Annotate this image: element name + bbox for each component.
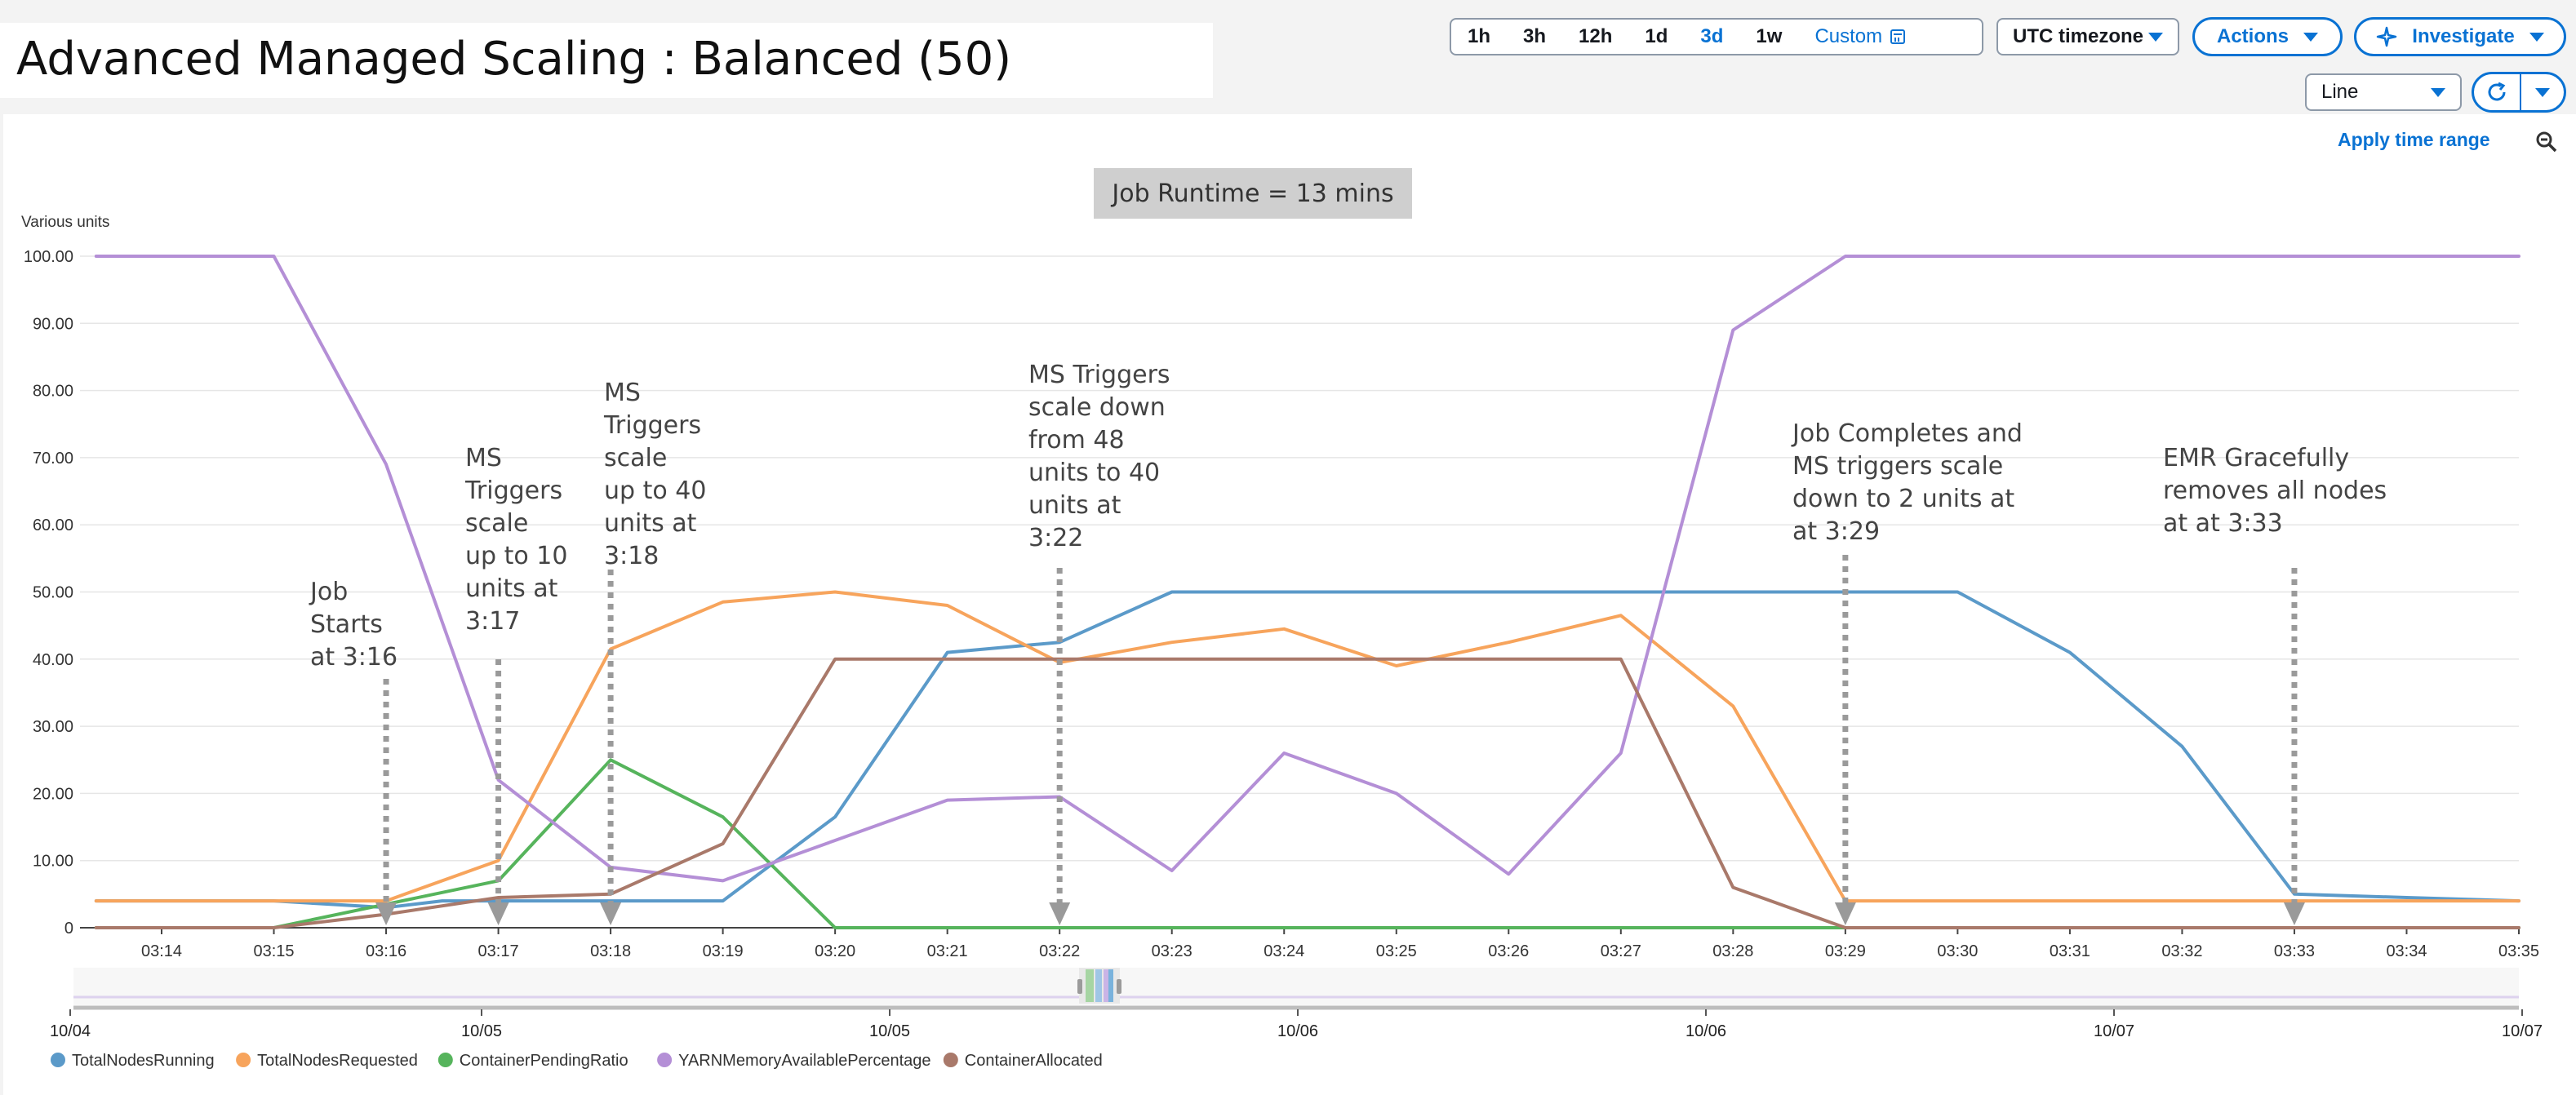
annotation-line: MS Triggers xyxy=(1028,361,1170,389)
zoom-out-icon[interactable] xyxy=(2535,131,2558,153)
timezone-label: UTC timezone xyxy=(2013,25,2144,47)
refresh-button[interactable] xyxy=(2474,74,2521,110)
annotation-line: at 3:29 xyxy=(1792,517,1881,546)
annotation-line: scale xyxy=(465,509,529,538)
annotation-line: 3:22 xyxy=(1028,524,1084,552)
annotation-emr-removes: EMR Gracefully removes all nodes at at 3… xyxy=(2163,442,2387,540)
annotation-line: MS xyxy=(604,379,641,407)
refresh-control xyxy=(2472,72,2566,113)
time-range-selector: 1h 3h 12h 1d 3d 1w Custom xyxy=(1450,18,1983,55)
chart-type-label: Line xyxy=(2321,81,2359,103)
annotation-line: at at 3:33 xyxy=(2163,509,2283,538)
range-12h-button[interactable]: 12h xyxy=(1579,25,1613,47)
range-1w-button[interactable]: 1w xyxy=(1756,25,1783,47)
job-runtime-label: Job Runtime = 13 mins xyxy=(1094,168,1412,219)
refresh-options-button[interactable] xyxy=(2521,87,2564,97)
annotation-line: up to 40 xyxy=(604,477,707,505)
annotation-line: MS triggers scale xyxy=(1792,452,2004,481)
annotation-line: from 48 xyxy=(1028,426,1125,454)
annotation-line: scale xyxy=(604,444,668,472)
annotation-line: units to 40 xyxy=(1028,459,1161,487)
chevron-down-icon xyxy=(2148,32,2163,42)
investigate-label: Investigate xyxy=(2412,25,2515,47)
annotation-line: units at xyxy=(1028,491,1121,520)
custom-range-label: Custom xyxy=(1814,25,1883,47)
annotation-line: at 3:16 xyxy=(310,643,398,672)
chevron-down-icon xyxy=(2529,32,2544,42)
annotation-line: Triggers xyxy=(604,411,702,440)
annotation-line: down to 2 units at xyxy=(1792,485,2015,513)
annotation-scale-down-48: MS Triggers scale down from 48 units to … xyxy=(1028,359,1170,555)
annotation-job-completes: Job Completes and MS triggers scale down… xyxy=(1792,418,2023,548)
range-3h-button[interactable]: 3h xyxy=(1523,25,1547,47)
annotation-line: EMR Gracefully xyxy=(2163,444,2350,472)
annotation-line: 3:18 xyxy=(604,542,660,570)
annotation-line: units at xyxy=(604,509,697,538)
actions-button[interactable]: Actions xyxy=(2192,17,2343,56)
chevron-down-icon xyxy=(2431,87,2445,97)
actions-label: Actions xyxy=(2216,25,2289,47)
chart-type-select[interactable]: Line xyxy=(2305,73,2462,111)
annotation-line: Job Completes and xyxy=(1792,419,2023,448)
calendar-icon xyxy=(1890,29,1906,44)
title-background xyxy=(0,23,1213,98)
range-1h-button[interactable]: 1h xyxy=(1468,25,1491,47)
annotation-line: up to 10 xyxy=(465,542,568,570)
apply-time-range-link[interactable]: Apply time range xyxy=(2338,129,2490,150)
annotation-line: units at xyxy=(465,574,558,603)
annotation-line: removes all nodes xyxy=(2163,477,2387,505)
annotation-line: 3:17 xyxy=(465,607,521,636)
annotation-scale-up-40: MS Triggers scale up to 40 units at 3:18 xyxy=(604,377,706,573)
annotation-line: Job xyxy=(310,578,349,606)
timezone-select[interactable]: UTC timezone xyxy=(1996,18,2179,55)
annotation-line: MS xyxy=(465,444,502,472)
range-1d-button[interactable]: 1d xyxy=(1645,25,1668,47)
range-3d-button[interactable]: 3d xyxy=(1700,25,1724,47)
refresh-icon xyxy=(2488,82,2506,101)
annotation-line: Triggers xyxy=(465,477,563,505)
annotation-scale-up-10: MS Triggers scale up to 10 units at 3:17 xyxy=(465,442,567,638)
sparkle-icon xyxy=(2377,26,2397,47)
chevron-down-icon xyxy=(2303,32,2318,42)
chevron-down-icon xyxy=(2535,87,2550,97)
annotation-line: scale down xyxy=(1028,393,1166,422)
page-title: Advanced Managed Scaling : Balanced (50) xyxy=(16,33,1012,86)
annotation-job-starts: Job Starts at 3:16 xyxy=(310,576,398,674)
custom-range-button[interactable]: Custom xyxy=(1798,20,1921,54)
annotation-line: Starts xyxy=(310,610,383,639)
investigate-button[interactable]: Investigate xyxy=(2354,17,2566,56)
